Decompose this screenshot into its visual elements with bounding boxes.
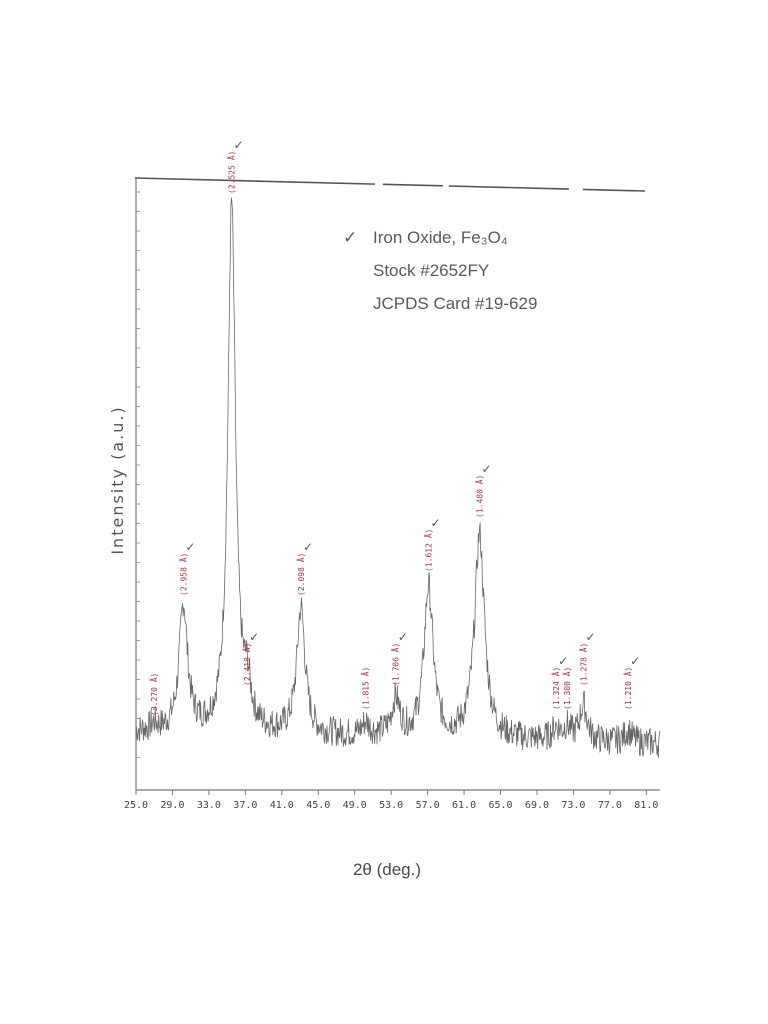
peak-d-spacing-label: (1.324 Å) — [550, 667, 561, 710]
peak-d-spacing-label: (2.525 Å) — [226, 151, 237, 194]
peak-d-spacing-label: (1.300 Å) — [561, 667, 572, 710]
legend-check-icon: ✓ — [343, 228, 357, 247]
peak-check-icon: ✓ — [558, 654, 568, 668]
peak-d-spacing-label: (2.958 Å) — [177, 553, 188, 596]
peak-d-spacing-label: (1.815 Å) — [360, 667, 371, 710]
peak-d-spacing-label: (2.418 Å) — [241, 643, 252, 686]
peak-check-icon: ✓ — [234, 138, 244, 152]
peak-d-spacing-label: (1.480 Å) — [474, 475, 485, 518]
x-tick-label: 73.0 — [561, 800, 585, 811]
x-tick-label: 53.0 — [379, 800, 403, 811]
peak-check-icon: ✓ — [303, 540, 313, 554]
legend-line-3: JCPDS Card #19-629 — [373, 294, 537, 313]
y-axis-ticks — [136, 191, 140, 758]
x-axis-title: 2θ (deg.) — [353, 860, 421, 879]
peak-check-icon: ✓ — [482, 462, 492, 476]
peak-check-icon: ✓ — [185, 540, 195, 554]
x-tick-label: 45.0 — [306, 800, 330, 811]
peak-d-spacing-label: (1.278 Å) — [577, 643, 588, 686]
x-tick-label: 29.0 — [160, 800, 184, 811]
peak-check-icon: ✓ — [249, 630, 259, 644]
y-axis-title: Intensity (a.u.) — [108, 405, 127, 554]
legend-line-2: Stock #2652FY — [373, 261, 489, 280]
peak-d-spacing-label: (2.098 Å) — [295, 553, 306, 596]
peak-d-spacing-label: (1.612 Å) — [423, 529, 434, 572]
x-tick-label: 25.0 — [124, 800, 148, 811]
x-tick-label: 65.0 — [488, 800, 512, 811]
x-tick-label: 61.0 — [452, 800, 476, 811]
x-tick-label: 69.0 — [525, 800, 549, 811]
peak-d-spacing-label: (1.706 Å) — [390, 643, 401, 686]
x-tick-label: 81.0 — [634, 800, 658, 811]
x-tick-label: 41.0 — [270, 800, 294, 811]
x-tick-label: 77.0 — [598, 800, 622, 811]
peak-check-icon: ✓ — [630, 654, 640, 668]
peak-d-spacing-label: (1.210 Å) — [622, 667, 633, 710]
x-tick-label: 57.0 — [416, 800, 440, 811]
top-border-line — [134, 177, 646, 192]
legend-line-1: Iron Oxide, Fe₃O₄ — [373, 228, 508, 247]
peak-check-icon: ✓ — [398, 630, 408, 644]
x-tick-label: 37.0 — [233, 800, 257, 811]
xrd-trace-line — [135, 197, 661, 758]
x-axis-ticks: 25.0 29.0 33.0 37.0 41.0 45.0 49.0 53.0 57.0 61.0… — [124, 790, 658, 811]
peak-check-icon: ✓ — [585, 630, 595, 644]
x-tick-label: 33.0 — [197, 800, 221, 811]
peak-d-spacing-label: (3.270 Å) — [148, 673, 159, 716]
x-tick-label: 49.0 — [343, 800, 367, 811]
peak-check-icon: ✓ — [431, 516, 441, 530]
peak-annotations: (3.270 Å)(2.958 Å)✓(2.525 Å)✓(2.418 Å)✓(… — [148, 138, 640, 716]
legend: ✓ Iron Oxide, Fe₃O₄ Stock #2652FY JCPDS … — [343, 228, 537, 313]
